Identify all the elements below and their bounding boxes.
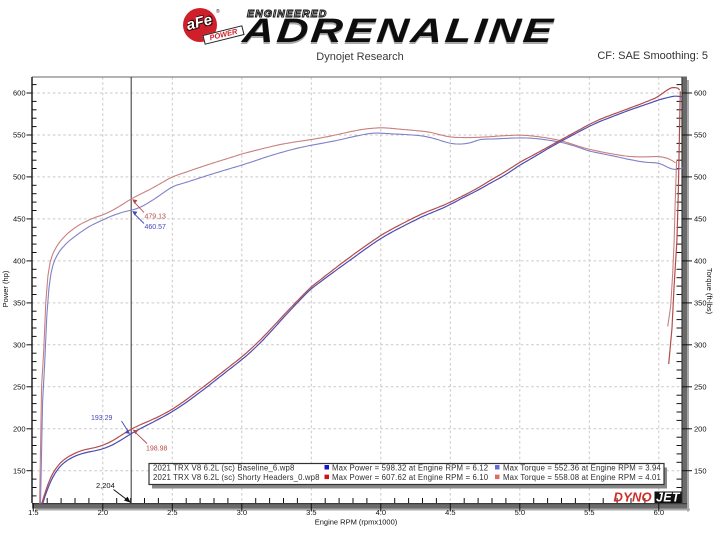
svg-text:460.57: 460.57	[145, 224, 167, 231]
svg-text:479.13: 479.13	[145, 214, 167, 221]
svg-text:250: 250	[694, 382, 707, 391]
svg-text:2021 TRX V8 6.2L (sc) Shorty H: 2021 TRX V8 6.2L (sc) Shorty Headers_0.w…	[153, 473, 320, 482]
svg-text:2.5: 2.5	[167, 508, 177, 517]
svg-text:Max Power = 598.32 at Engine R: Max Power = 598.32 at Engine RPM = 6.12	[332, 464, 488, 473]
svg-text:300: 300	[694, 340, 707, 349]
svg-text:350: 350	[694, 299, 707, 308]
svg-text:2,204: 2,204	[96, 481, 115, 490]
svg-text:250: 250	[13, 382, 26, 391]
svg-text:Max Power = 607.62 at Engine R: Max Power = 607.62 at Engine RPM = 6.10	[332, 473, 489, 482]
svg-text:450: 450	[694, 215, 707, 224]
svg-text:4.0: 4.0	[376, 508, 386, 517]
svg-text:Engine RPM (rpmx1000): Engine RPM (rpmx1000)	[315, 518, 398, 527]
svg-text:150: 150	[13, 466, 26, 475]
svg-text:600: 600	[13, 89, 26, 98]
svg-text:3.5: 3.5	[306, 508, 316, 517]
svg-text:1.5: 1.5	[28, 508, 38, 517]
svg-text:5.0: 5.0	[515, 508, 525, 517]
svg-text:198.98: 198.98	[146, 446, 168, 453]
svg-text:6.0: 6.0	[654, 508, 664, 517]
svg-text:200: 200	[13, 424, 26, 433]
svg-text:150: 150	[694, 466, 707, 475]
svg-text:Max Torque = 552.36 at Engine: Max Torque = 552.36 at Engine RPM = 3.94	[503, 464, 662, 473]
svg-text:Power (hp): Power (hp)	[1, 270, 10, 307]
svg-text:3.0: 3.0	[237, 508, 247, 517]
svg-text:Torque (ft-lbs): Torque (ft-lbs)	[705, 268, 714, 315]
svg-text:300: 300	[13, 340, 26, 349]
svg-text:200: 200	[694, 424, 707, 433]
svg-text:400: 400	[694, 257, 707, 266]
svg-text:600: 600	[694, 89, 707, 98]
svg-text:JET: JET	[656, 491, 681, 505]
svg-text:450: 450	[13, 215, 26, 224]
svg-text:500: 500	[694, 173, 707, 182]
svg-text:350: 350	[13, 299, 26, 308]
svg-text:Max Torque = 558.08 at Engine: Max Torque = 558.08 at Engine RPM = 4.01	[503, 473, 661, 482]
svg-text:500: 500	[13, 173, 26, 182]
svg-text:5.5: 5.5	[584, 508, 594, 517]
svg-text:2.0: 2.0	[98, 508, 108, 517]
svg-text:550: 550	[13, 131, 26, 140]
svg-text:193.29: 193.29	[91, 415, 113, 422]
svg-text:400: 400	[13, 257, 26, 266]
svg-text:4.5: 4.5	[445, 508, 455, 517]
svg-text:550: 550	[694, 131, 707, 140]
svg-text:DYNO: DYNO	[614, 490, 652, 505]
svg-text:2021 TRX V8 6.2L (sc) Baseline: 2021 TRX V8 6.2L (sc) Baseline_6.wp8	[153, 464, 295, 473]
